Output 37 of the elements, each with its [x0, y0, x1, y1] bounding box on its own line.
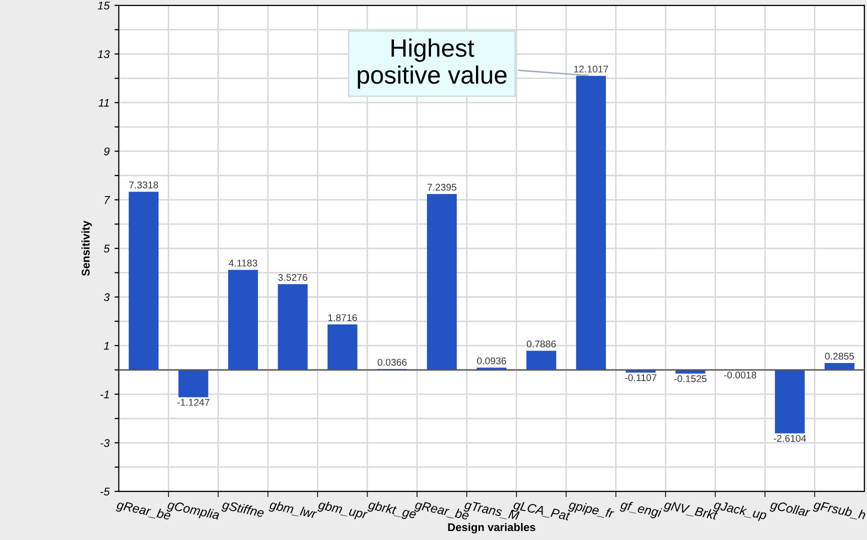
data-label: -2.6104: [774, 434, 806, 442]
y-axis-title: Sensitivity: [81, 220, 92, 276]
data-label: 0.0936: [477, 357, 506, 364]
x-tick-label: gbrkt_ge: [367, 500, 417, 522]
y-tick-label: 15: [98, 2, 110, 10]
data-label: -0.1525: [674, 375, 706, 382]
data-label: 7.3318: [129, 182, 158, 188]
data-label: 4.1183: [228, 260, 258, 267]
y-tick-label: 9: [104, 147, 110, 156]
y-tick-label: -5: [100, 488, 110, 496]
y-tick-label: 11: [98, 98, 109, 107]
data-label: -1.1247: [177, 398, 210, 406]
y-tick-label: 3: [104, 293, 110, 302]
data-label: -0.1107: [625, 374, 656, 382]
y-tick-label: -1: [100, 390, 109, 398]
data-label: 0.0366: [378, 358, 407, 366]
data-label: 12.1017: [574, 66, 608, 73]
data-label: 7.2395: [428, 184, 456, 191]
x-tick-label: gf_engi: [619, 500, 662, 520]
data-label: 0.7886: [526, 340, 556, 348]
x-tick-label: gpipe_fr: [568, 500, 615, 521]
x-tick-label: gStiffne: [221, 500, 265, 520]
y-tick-label: 13: [98, 50, 110, 58]
data-label: -0.0018: [724, 372, 756, 378]
x-tick-label: gbm_upr: [317, 500, 368, 522]
x-axis-title: Design variables: [448, 522, 536, 534]
y-tick-label: 1: [104, 342, 109, 350]
annotation: Highest positive value: [358, 38, 507, 89]
x-tick-label: gCollar: [769, 500, 811, 520]
data-label: 0.2855: [825, 352, 854, 360]
x-tick-label: gbm_lwr: [268, 500, 318, 522]
data-label: 3.5276: [278, 274, 308, 281]
y-tick-label: -3: [100, 439, 110, 447]
data-label: 1.8716: [328, 314, 357, 322]
y-tick-label: 7: [104, 196, 110, 204]
y-tick-label: 5: [104, 244, 110, 253]
x-tick-label: gFrsub_h: [812, 500, 866, 522]
